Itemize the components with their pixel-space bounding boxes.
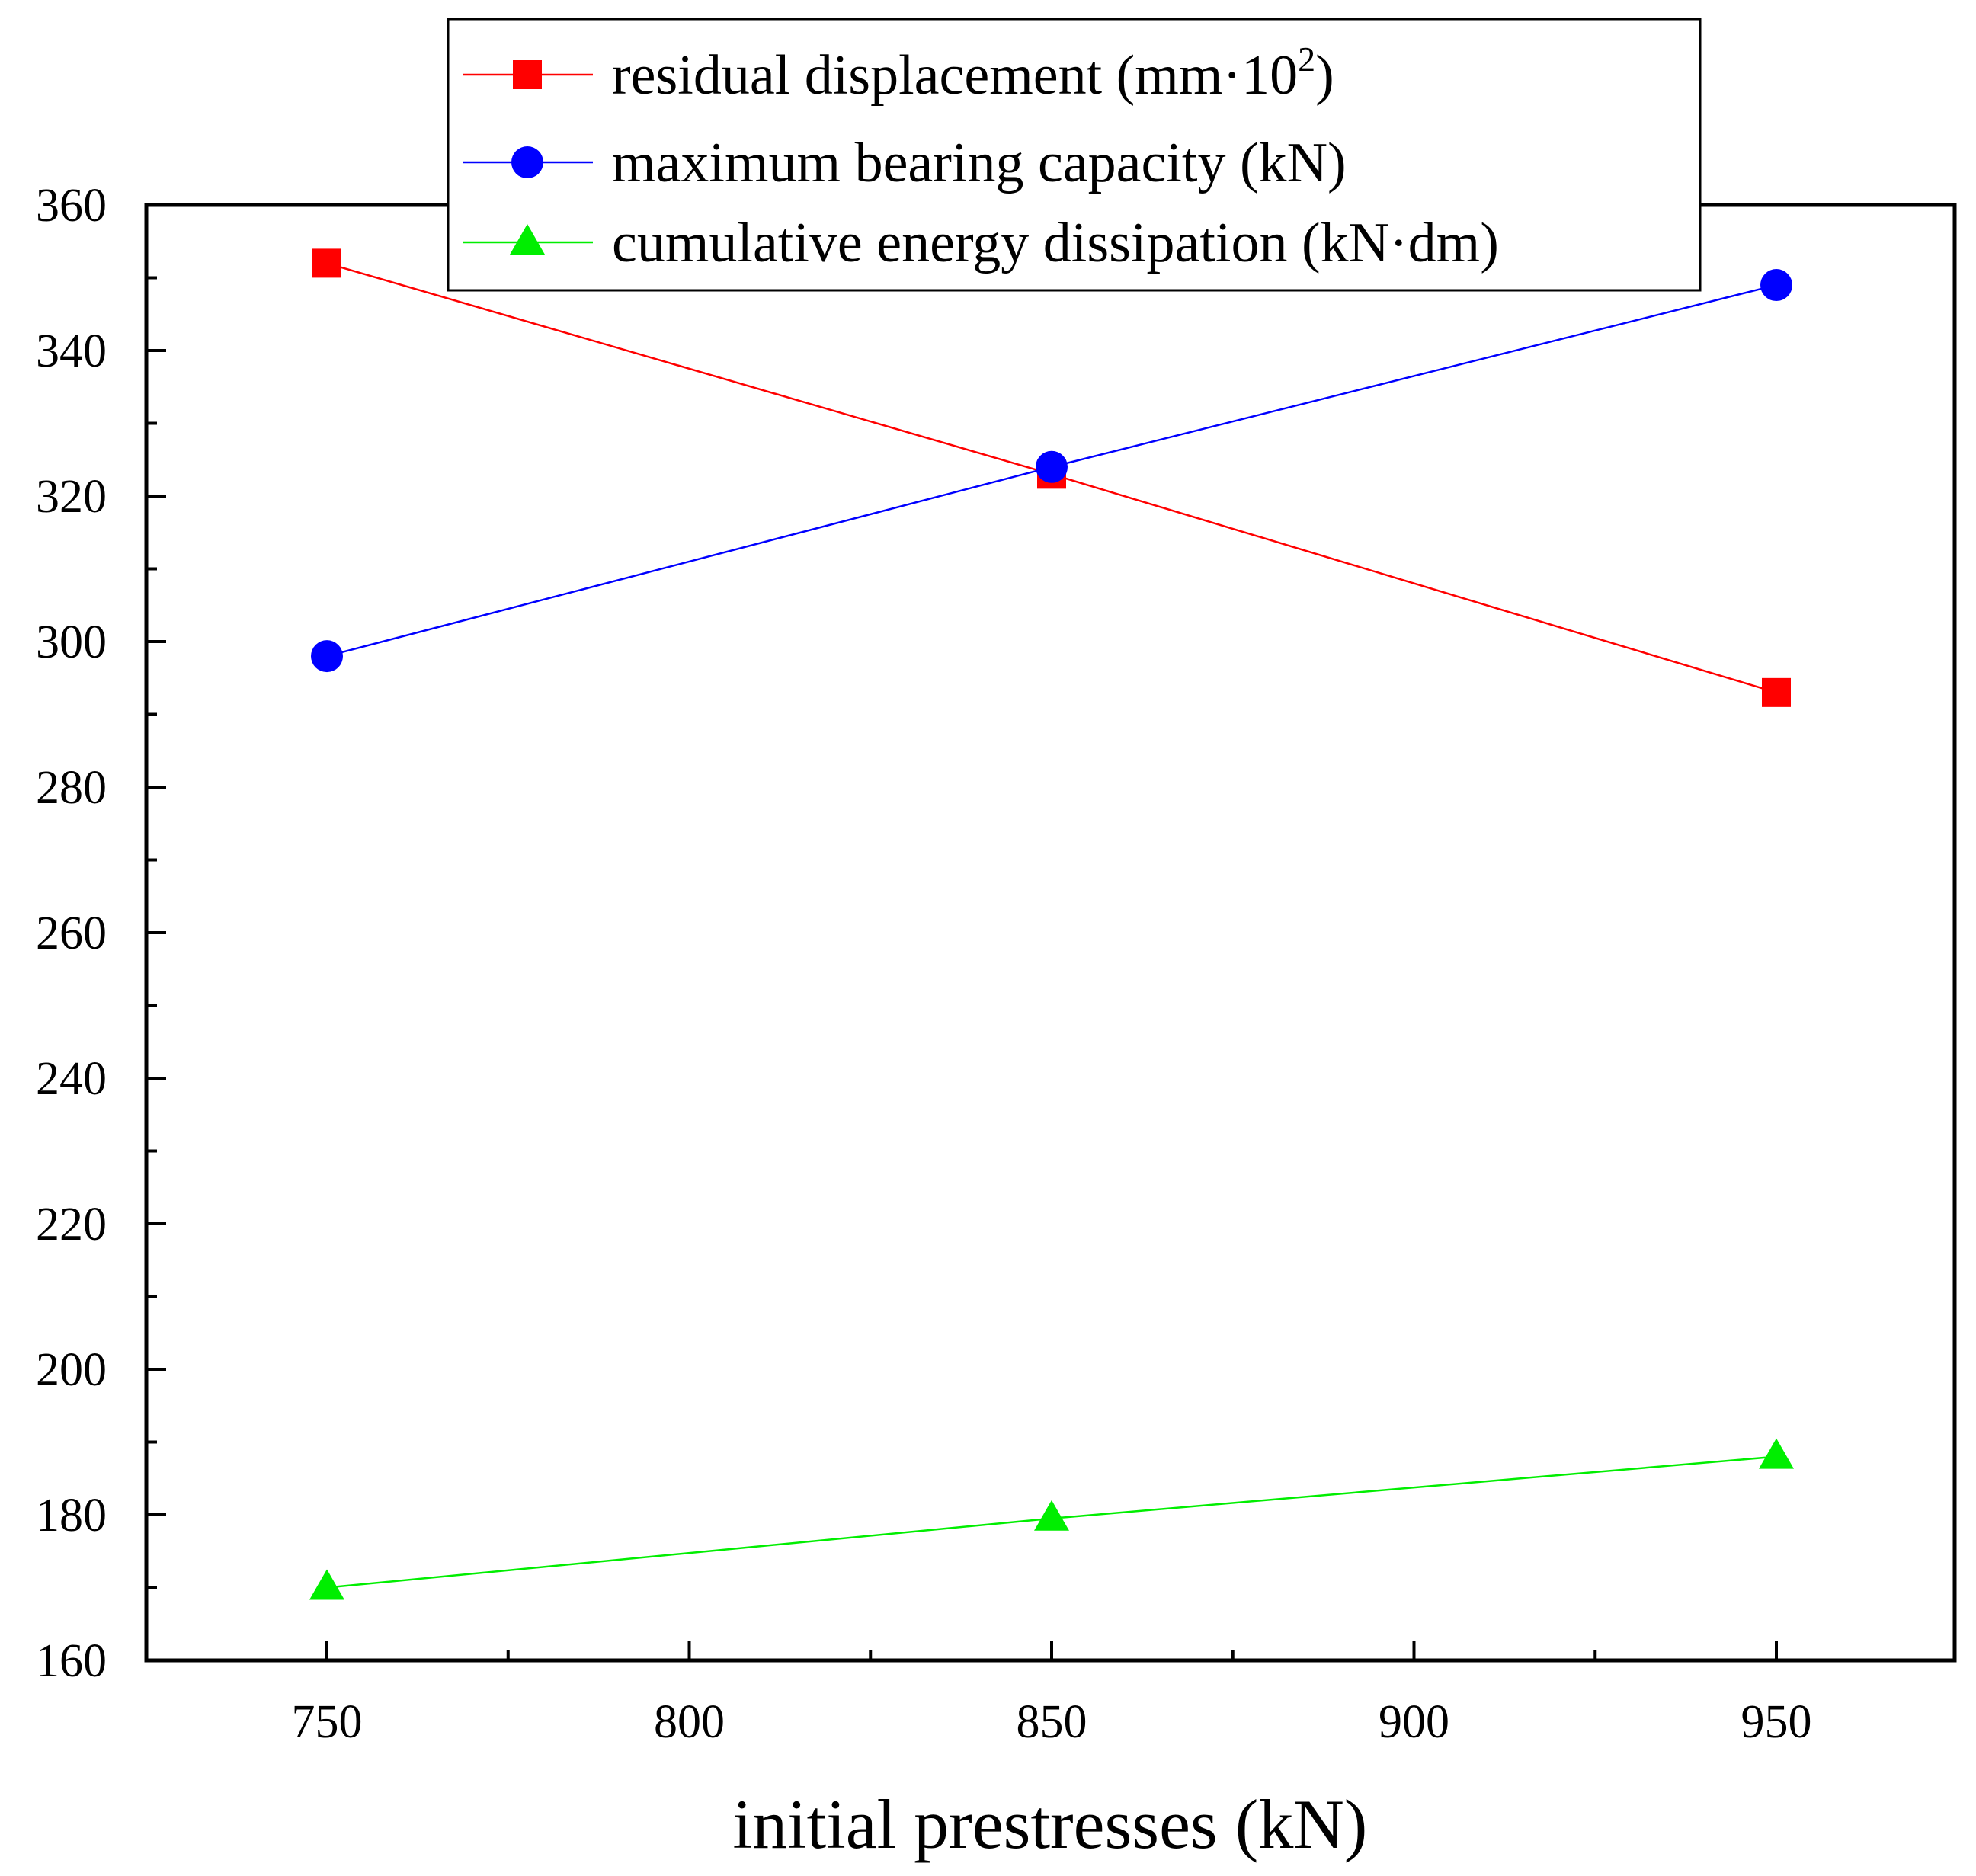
x-tick-label: 950 [1741, 1696, 1812, 1748]
data-point [1760, 269, 1792, 302]
series-circle [311, 269, 1792, 673]
data-series [309, 248, 1794, 1600]
legend-label: residual displacement (mm·102) [612, 40, 1334, 107]
y-tick-label: 320 [36, 471, 107, 523]
y-tick-label: 360 [36, 180, 107, 232]
legend-label: cumulative energy dissipation (kN·dm) [612, 212, 1499, 274]
legend: residual displacement (mm·102) maximum be… [447, 18, 1702, 292]
legend-marker [511, 146, 543, 178]
y-tick-label: 300 [36, 616, 107, 668]
y-tick-label: 200 [36, 1344, 107, 1396]
y-tick-label: 280 [36, 762, 107, 814]
data-point [1034, 1500, 1069, 1531]
legend-label: maximum bearing capacity (kN) [612, 132, 1347, 194]
y-tick-label: 180 [36, 1490, 107, 1541]
data-point [309, 1569, 344, 1600]
axis-ticks: 160 180 200 220 240 260 280 300 320 340 360 750 800 8… [36, 180, 1812, 1748]
legend-marker [513, 60, 542, 89]
y-tick-label: 220 [36, 1199, 107, 1250]
legend-box [447, 18, 1702, 292]
x-axis-title: initial prestresses (kN) [733, 1785, 1368, 1863]
data-point [1759, 1438, 1794, 1469]
data-point [311, 640, 343, 673]
y-tick-label: 260 [36, 908, 107, 959]
x-tick-label: 850 [1017, 1696, 1087, 1748]
legend-marker [510, 224, 545, 255]
x-tick-label: 900 [1379, 1696, 1449, 1748]
legend-label-tail: ) [1315, 44, 1334, 107]
y-tick-label: 240 [36, 1053, 107, 1105]
x-tick-label: 750 [292, 1696, 363, 1748]
data-point [1762, 677, 1791, 707]
legend-label-superscript: 2 [1298, 40, 1315, 78]
data-point [312, 248, 341, 278]
x-tick-label: 800 [654, 1696, 725, 1748]
series-triangle [309, 1438, 1794, 1600]
y-tick-label: 160 [36, 1635, 107, 1687]
y-tick-label: 340 [36, 325, 107, 377]
data-point [1036, 450, 1068, 483]
